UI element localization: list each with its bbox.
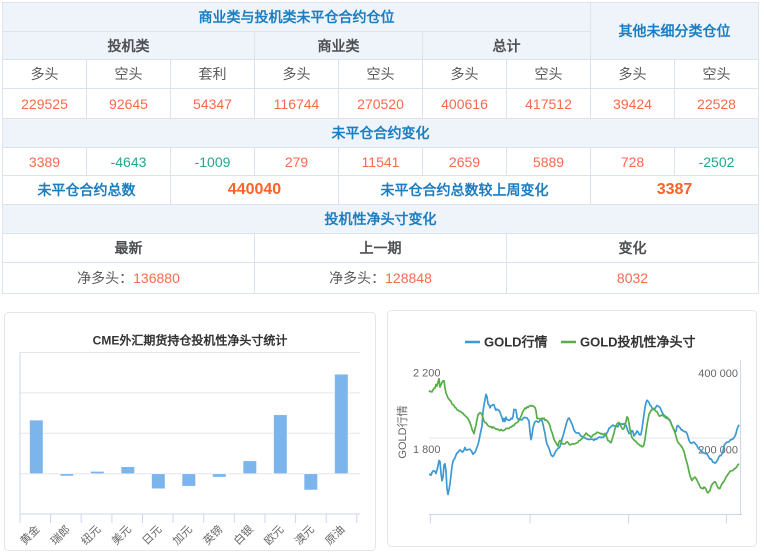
- svg-text:400 000: 400 000: [698, 368, 738, 380]
- svg-text:CME外汇期货持仓投机性净头寸统计: CME外汇期货持仓投机性净头寸统计: [93, 333, 288, 348]
- svg-text:GOLD行情: GOLD行情: [484, 335, 548, 350]
- svg-text:200 000: 200 000: [698, 445, 738, 457]
- svg-text:GOLD行情: GOLD行情: [396, 405, 409, 458]
- svg-text:GOLD投机性净头寸: GOLD投机性净头寸: [580, 335, 696, 350]
- svg-text:2 200: 2 200: [413, 368, 441, 380]
- svg-text:1 800: 1 800: [413, 444, 441, 456]
